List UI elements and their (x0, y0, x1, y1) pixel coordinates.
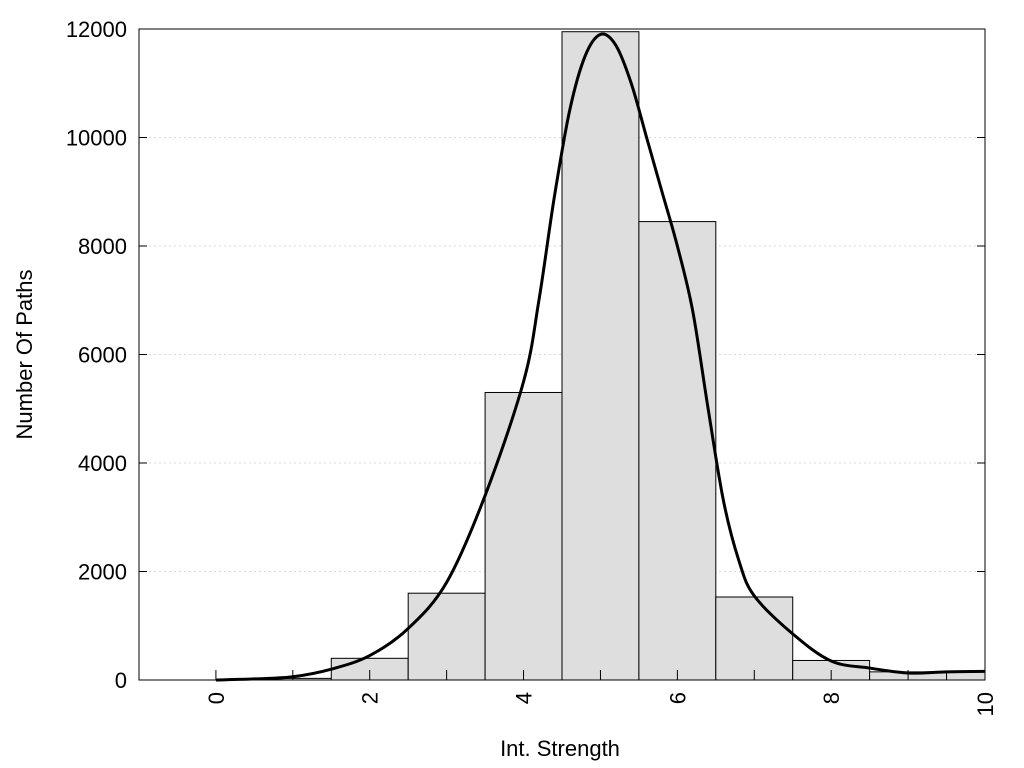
x-tick-label: 0 (204, 692, 229, 704)
x-tick-label: 10 (973, 692, 998, 716)
x-tick-label: 6 (665, 692, 690, 704)
y-tick-label: 4000 (78, 451, 127, 476)
x-tick-label: 8 (819, 692, 844, 704)
grid-lines (139, 137, 985, 572)
y-axis-ticks: 0 2000 4000 6000 8000 10000 12000 (66, 17, 985, 693)
histogram-bar (715, 596, 794, 681)
y-tick-label: 6000 (78, 343, 127, 368)
x-tick-label: 4 (512, 692, 537, 704)
histogram-bars (253, 31, 986, 681)
x-axis-label: Int. Strength (500, 736, 620, 761)
density-curve (215, 32, 986, 682)
y-tick-label: 12000 (66, 17, 127, 42)
y-axis-label: Number Of Paths (12, 270, 37, 440)
histogram-bar (484, 391, 563, 681)
histogram-bar (561, 31, 640, 681)
histogram-bar (407, 592, 486, 681)
x-tick-label: 2 (358, 692, 383, 704)
y-tick-label: 0 (115, 668, 127, 693)
histogram-bar (638, 221, 717, 681)
density-curve-layer (215, 32, 986, 682)
x-axis-ticks: 0 2 4 6 8 10 (204, 670, 998, 716)
y-tick-label: 8000 (78, 234, 127, 259)
y-tick-label: 10000 (66, 126, 127, 151)
y-tick-label: 2000 (78, 560, 127, 585)
